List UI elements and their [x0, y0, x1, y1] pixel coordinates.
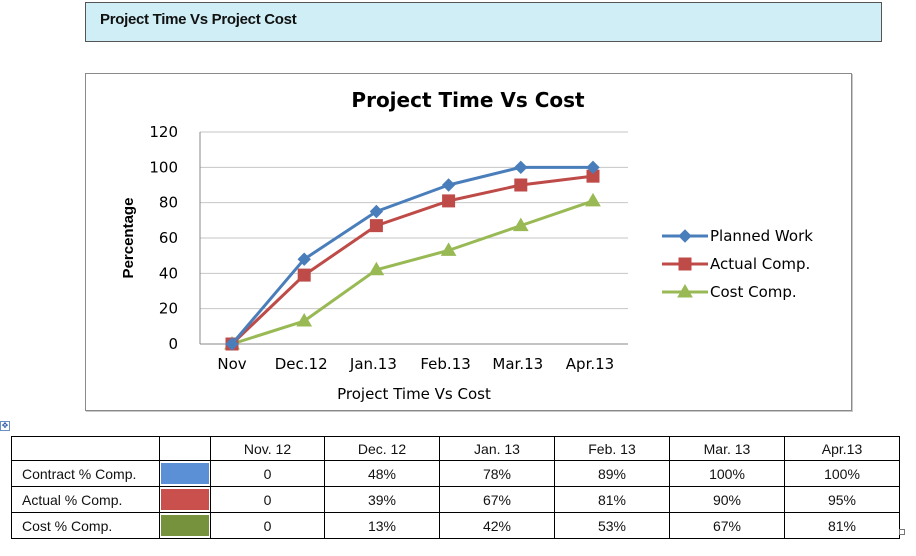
legend-marker-planned-work: [678, 229, 692, 243]
section-title-bar: Project Time Vs Project Cost: [85, 2, 882, 42]
table-cell: 67%: [669, 512, 785, 539]
table-header-blank: [159, 436, 211, 461]
table-color-cell: [159, 486, 211, 513]
table-cell: 90%: [669, 486, 785, 513]
table-cell: 100%: [784, 460, 900, 487]
table-cell: 95%: [784, 486, 900, 513]
table-cell: 48%: [324, 460, 440, 487]
data-table: Nov. 12 Dec. 12 Jan. 13 Feb. 13 Mar. 13 Apr.1…: [11, 436, 900, 539]
table-cell: 0: [210, 512, 325, 539]
table-column-header: Feb. 13: [554, 436, 670, 461]
color-swatch: [161, 463, 209, 484]
data-point-planned-work: [369, 204, 384, 219]
data-point-actual-comp: [369, 219, 383, 233]
table-cell: 89%: [554, 460, 670, 487]
data-point-planned-work: [514, 160, 528, 175]
table-cell: 0: [210, 486, 325, 513]
chart-frame[interactable]: 0 20 40 60 80 100 120 Nov Dec.12 Jan.13 Feb.13 Mar.…: [85, 73, 852, 411]
table-column-header: Dec. 12: [324, 436, 440, 461]
table-cell: 13%: [324, 512, 440, 539]
series-line-planned-work: [230, 165, 593, 345]
y-tick-label: 100: [149, 158, 178, 176]
section-title: Project Time Vs Project Cost: [100, 11, 297, 28]
data-point-planned-work: [297, 252, 311, 266]
table-color-cell: [159, 512, 211, 539]
table-cell: 0: [210, 460, 325, 487]
x-tick-label: Feb.13: [420, 355, 470, 373]
table-column-header: Apr.13: [784, 436, 900, 461]
y-tick-label: 0: [168, 335, 178, 353]
table-cell: 81%: [784, 512, 900, 539]
y-tick-label: 60: [159, 229, 178, 247]
table-cell: 53%: [554, 512, 670, 539]
data-point-planned-work: [441, 178, 456, 192]
x-axis-title: Project Time Vs Cost: [337, 385, 491, 403]
table-row-label: Actual % Comp.: [11, 486, 160, 513]
data-point-cost-comp: [585, 192, 601, 207]
data-point-actual-comp: [514, 178, 528, 192]
table-cell: 67%: [439, 486, 555, 513]
table-row-label: Cost % Comp.: [11, 512, 160, 539]
table-row: Contract % Comp. 0 48% 78% 89% 100% 100%: [11, 460, 900, 487]
y-tick-label: 20: [159, 300, 178, 318]
table-cell: 78%: [439, 460, 555, 487]
table-cell: 42%: [439, 512, 555, 539]
y-tick-label: 40: [159, 264, 178, 282]
table-row: Cost % Comp. 0 13% 42% 53% 67% 81%: [11, 512, 900, 539]
series-line-actual-comp: [230, 174, 594, 346]
data-point-actual-comp: [297, 268, 311, 282]
y-axis-title: Percentage: [120, 198, 137, 279]
table-column-header: Mar. 13: [669, 436, 785, 461]
table-cell: 39%: [324, 486, 440, 513]
y-tick-label: 80: [159, 194, 178, 212]
data-point-actual-comp: [442, 194, 456, 208]
table-row: Actual % Comp. 0 39% 67% 81% 90% 95%: [11, 486, 900, 513]
line-chart: 0 20 40 60 80 100 120 Nov Dec.12 Jan.13 Feb.13 Mar.…: [120, 88, 813, 403]
y-tick-label: 120: [149, 123, 178, 141]
data-point-planned-work: [225, 337, 239, 351]
table-header-row: Nov. 12 Dec. 12 Jan. 13 Feb. 13 Mar. 13 Apr.1…: [11, 436, 900, 461]
legend-label-actual-comp: Actual Comp.: [710, 255, 810, 273]
table-column-header: Nov. 12: [210, 436, 325, 461]
table-header-blank: [11, 436, 160, 461]
chart-title: Project Time Vs Cost: [351, 88, 585, 112]
legend-marker-cost-comp: [677, 284, 693, 298]
data-point-cost-comp: [512, 217, 529, 232]
data-point-cost-comp: [296, 313, 313, 327]
legend-label-planned-work: Planned Work: [710, 227, 813, 245]
color-swatch: [161, 489, 209, 510]
x-tick-label: Mar.13: [492, 355, 543, 373]
x-tick-label: Apr.13: [566, 355, 614, 373]
table-column-header: Jan. 13: [439, 436, 555, 461]
table-cell: 100%: [669, 460, 785, 487]
table-move-handle-icon[interactable]: ✥: [0, 421, 10, 431]
table-resize-handle[interactable]: [899, 529, 905, 535]
x-tick-label: Nov: [217, 355, 246, 373]
table-color-cell: [159, 460, 211, 487]
legend-marker-actual-comp: [678, 257, 692, 271]
legend-label-cost-comp: Cost Comp.: [710, 283, 797, 301]
x-tick-label: Jan.13: [349, 355, 397, 373]
table-cell: 81%: [554, 486, 670, 513]
data-point-cost-comp: [440, 242, 457, 256]
color-swatch: [161, 515, 209, 536]
data-point-planned-work: [586, 160, 600, 175]
series-line-cost-comp: [231, 199, 594, 346]
data-point-cost-comp: [368, 261, 385, 276]
table-row-label: Contract % Comp.: [11, 460, 160, 487]
x-tick-label: Dec.12: [275, 355, 328, 373]
